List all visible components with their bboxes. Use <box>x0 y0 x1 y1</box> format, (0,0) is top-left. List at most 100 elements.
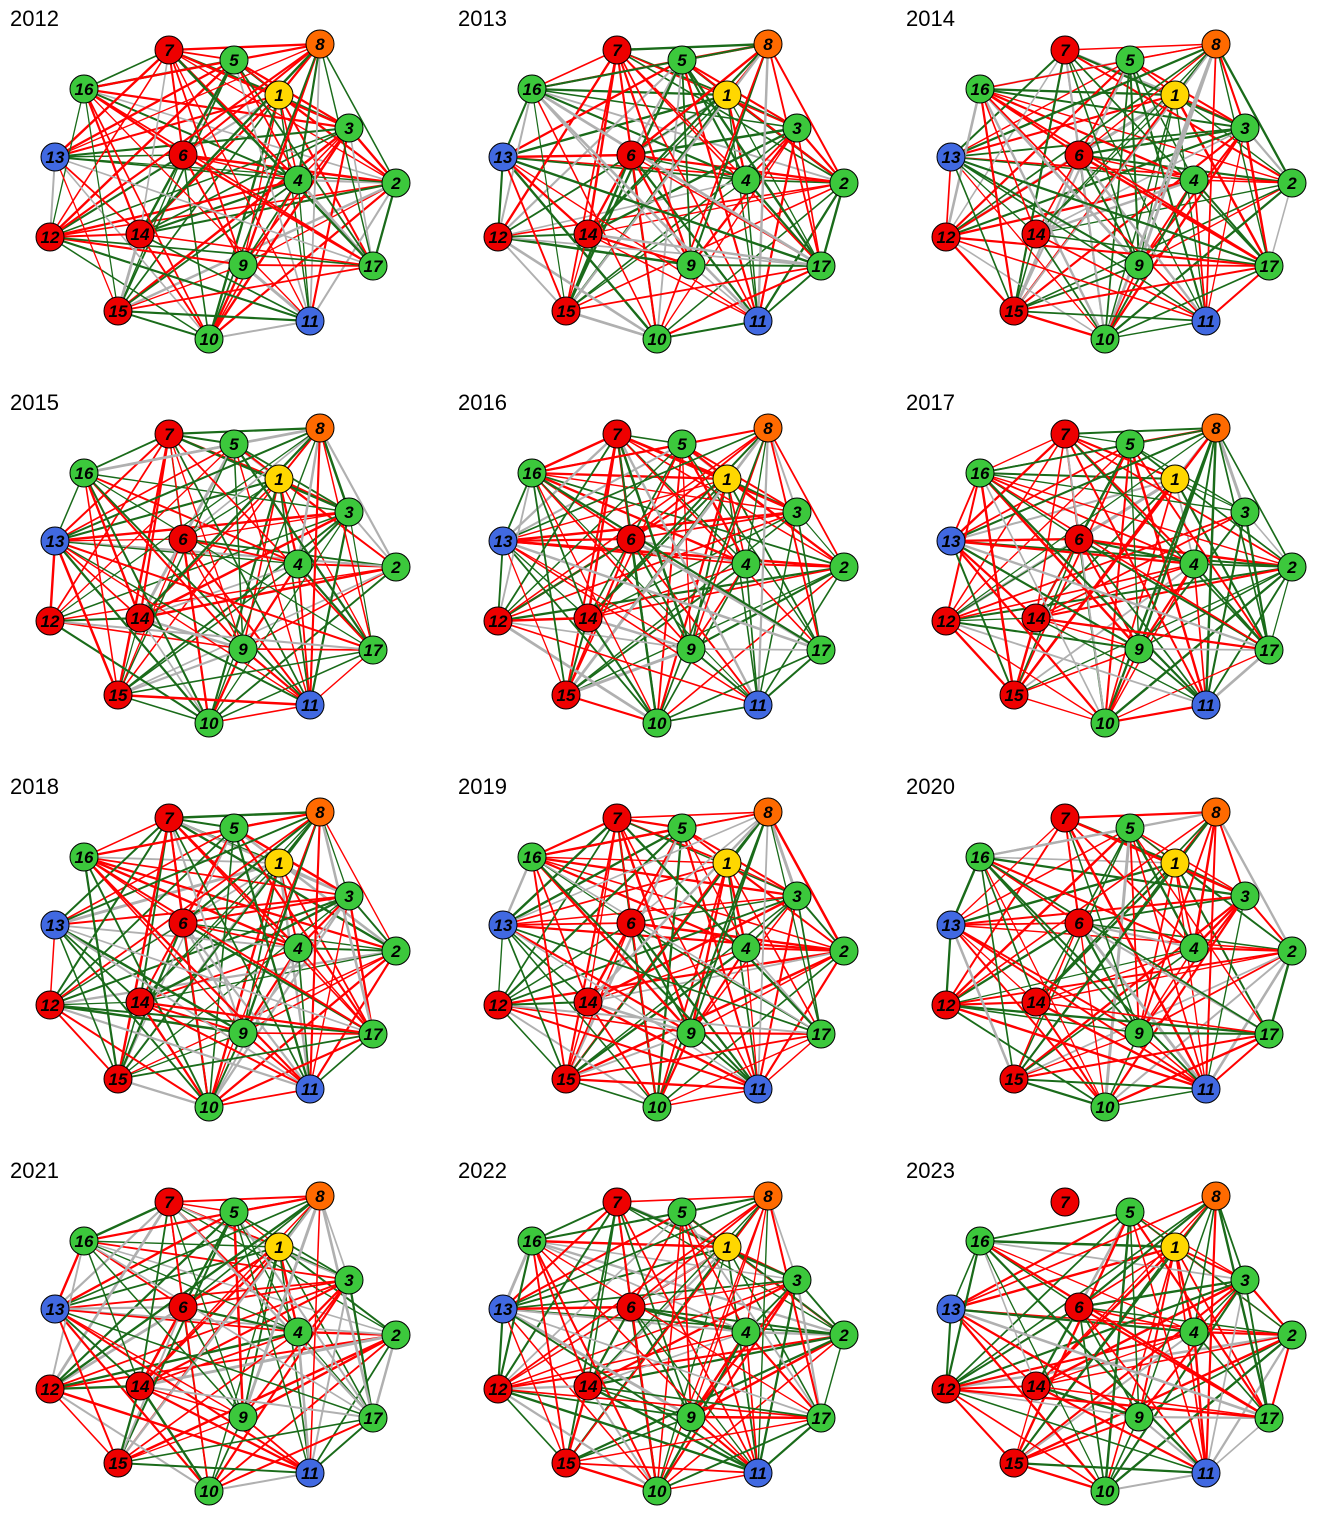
node-label: 13 <box>942 1300 961 1319</box>
edge <box>1035 433 1066 619</box>
edge <box>531 472 692 650</box>
edge <box>1064 49 1270 267</box>
node-circle <box>219 1197 249 1227</box>
edge <box>531 856 692 1034</box>
edge <box>945 1333 1293 1391</box>
edge <box>139 617 210 724</box>
edge <box>1078 1306 1207 1474</box>
node-circle <box>334 881 364 911</box>
edge <box>1013 648 1140 696</box>
edge <box>54 1201 170 1310</box>
edge <box>681 1211 747 1333</box>
edge <box>531 472 658 724</box>
node-label: 7 <box>1060 41 1071 60</box>
node-label: 13 <box>494 148 513 167</box>
edge <box>690 1416 759 1474</box>
edge <box>83 856 210 1108</box>
edge <box>1205 1334 1293 1474</box>
edge <box>1205 127 1246 322</box>
edge <box>616 1201 692 1418</box>
edge <box>587 427 769 619</box>
panel-year-title: 2013 <box>458 6 507 31</box>
edge <box>497 895 798 1006</box>
node-circle <box>488 142 518 172</box>
node-circle <box>1230 497 1260 527</box>
edge <box>1138 264 1270 267</box>
node-label: 13 <box>494 916 513 935</box>
edge <box>757 950 845 1090</box>
node-circle <box>936 910 966 940</box>
edge <box>1192 1331 1208 1474</box>
edge-layer <box>48 42 398 340</box>
edge <box>1205 566 1293 706</box>
node-label: 16 <box>971 464 990 483</box>
edge <box>117 649 374 696</box>
node-circle <box>228 634 258 664</box>
node-label: 14 <box>1027 1377 1046 1396</box>
node-label: 1 <box>1170 86 1179 105</box>
edge <box>1204 950 1294 1090</box>
edge <box>139 811 321 1003</box>
edge <box>757 566 845 706</box>
node-label: 2 <box>838 1326 849 1345</box>
edge <box>502 443 683 542</box>
node-label: 14 <box>131 993 150 1012</box>
edge <box>139 565 397 620</box>
node-circle <box>358 635 388 665</box>
edge <box>54 540 374 651</box>
edge <box>756 43 770 322</box>
edge <box>656 43 769 340</box>
node-label: 13 <box>46 916 65 935</box>
edge <box>587 563 747 619</box>
node-circle <box>829 552 859 582</box>
edge <box>1215 427 1293 568</box>
edge <box>117 1462 311 1474</box>
edge <box>49 1004 119 1080</box>
edge <box>979 1240 1270 1419</box>
node-label: 3 <box>1240 1271 1250 1290</box>
edge <box>1138 862 1176 1034</box>
edge <box>319 427 374 651</box>
node-circle <box>1191 690 1221 720</box>
node-label: 7 <box>164 1193 175 1212</box>
node-circle <box>753 29 783 59</box>
node-circle <box>69 74 99 104</box>
edge <box>690 43 769 266</box>
node-label: 6 <box>626 914 636 933</box>
edge <box>565 265 822 312</box>
edge <box>945 511 1246 622</box>
node-label: 4 <box>292 939 303 958</box>
edge <box>950 922 1080 926</box>
edge <box>182 1305 299 1334</box>
edge <box>242 1246 280 1418</box>
node-label: 5 <box>677 435 687 454</box>
edge <box>616 1200 798 1282</box>
node-circle <box>1090 708 1120 738</box>
node-label: 6 <box>626 530 636 549</box>
edge <box>531 1201 618 1242</box>
edge <box>502 540 759 706</box>
node-label: 7 <box>164 809 175 828</box>
edge <box>49 620 244 650</box>
edge <box>757 511 798 706</box>
edge <box>502 811 769 926</box>
node-label: 7 <box>612 1193 623 1212</box>
edge <box>117 309 311 323</box>
edge <box>54 540 141 619</box>
edge <box>502 924 822 1035</box>
edge <box>168 1201 244 1418</box>
edge <box>308 127 351 322</box>
edge <box>1104 703 1207 725</box>
node-circle <box>69 458 99 488</box>
node-circle <box>999 1064 1029 1094</box>
node-circle <box>488 1294 518 1324</box>
edge <box>945 1000 1037 1007</box>
node-label: 16 <box>75 464 94 483</box>
edge <box>54 924 141 1003</box>
node-circle <box>712 80 742 110</box>
node-circle <box>731 1317 761 1347</box>
node-label: 2 <box>390 174 401 193</box>
edge <box>587 817 618 1003</box>
